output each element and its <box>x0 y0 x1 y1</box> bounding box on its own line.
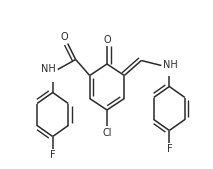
Text: NH: NH <box>41 64 56 74</box>
Text: O: O <box>61 32 69 42</box>
Text: F: F <box>50 150 56 160</box>
Text: Cl: Cl <box>102 128 112 138</box>
Text: O: O <box>103 35 111 45</box>
Text: F: F <box>167 143 172 153</box>
Text: NH: NH <box>163 61 178 70</box>
